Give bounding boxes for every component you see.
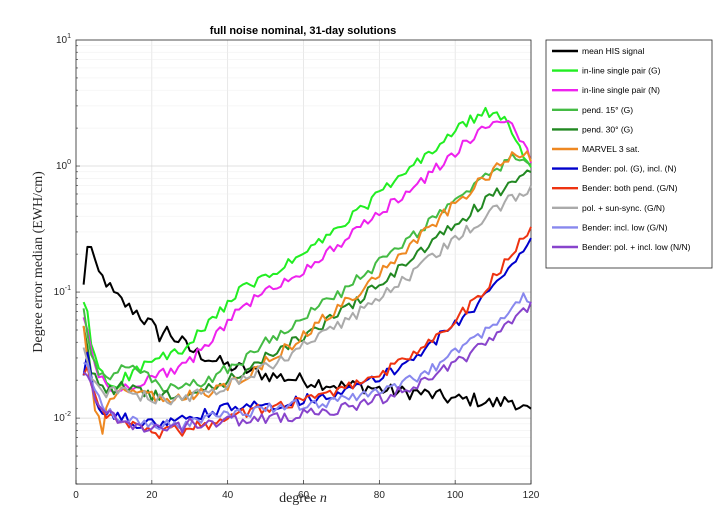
series-line: [82, 119, 532, 394]
series-line: [82, 106, 532, 389]
legend-label: pend. 15° (G): [582, 105, 633, 115]
x-tick-label: 40: [222, 490, 234, 501]
y-tick-label: 100: [56, 159, 71, 172]
tick-marks: [75, 45, 532, 485]
series-line: [83, 292, 532, 431]
legend: mean HIS signal in-line single pair (G) in…: [545, 39, 713, 269]
series-line: [82, 152, 532, 392]
y-axis-label: Degree error median (EWH/cm): [31, 171, 46, 353]
x-tick-label: 80: [374, 490, 386, 501]
x-axis-label-variable: n: [320, 491, 327, 506]
series-group: [82, 106, 532, 440]
series-line: [82, 301, 532, 434]
x-tick-label: 20: [146, 490, 158, 501]
x-tick-label: 60: [298, 490, 310, 501]
legend-box: [545, 39, 713, 269]
y-tick-label: 10-1: [54, 285, 71, 298]
x-tick-label: 0: [73, 490, 79, 501]
series-line: [82, 226, 532, 440]
x-axis-label: degree n: [279, 491, 327, 506]
legend-label: Bender: pol. + incl. low (N/N): [582, 242, 691, 252]
x-axis-label-text: degree: [279, 491, 316, 506]
y-tick-label: 10-2: [54, 411, 71, 424]
x-tick-label: 100: [447, 490, 464, 501]
legend-label: in-line single pair (G): [582, 66, 661, 76]
y-tick-labels: 10-2 10-1 100 101: [54, 33, 71, 424]
series-line: [82, 245, 532, 411]
grid: [76, 40, 531, 485]
legend-label: MARVEL 3 sat.: [582, 144, 640, 154]
legend-label: pol. + sun-sync. (G/N): [582, 203, 665, 213]
legend-label: pend. 30° (G): [582, 124, 633, 134]
legend-label: mean HIS signal: [582, 46, 644, 56]
legend-items: mean HIS signal in-line single pair (G) in…: [552, 46, 691, 252]
legend-label: Bender: incl. low (G/N): [582, 222, 668, 232]
x-tick-labels: 0 20 40 60 80 100 120: [73, 490, 540, 501]
legend-label: Bender: both pend. (G/N): [582, 183, 678, 193]
y-tick-label: 101: [56, 33, 71, 46]
series-line: [82, 185, 532, 406]
legend-label: in-line single pair (N): [582, 85, 660, 95]
chart-title: full noise nominal, 31-day solutions: [210, 25, 396, 37]
x-tick-label: 120: [523, 490, 540, 501]
legend-label: Bender: pol. (G), incl. (N): [582, 164, 677, 174]
